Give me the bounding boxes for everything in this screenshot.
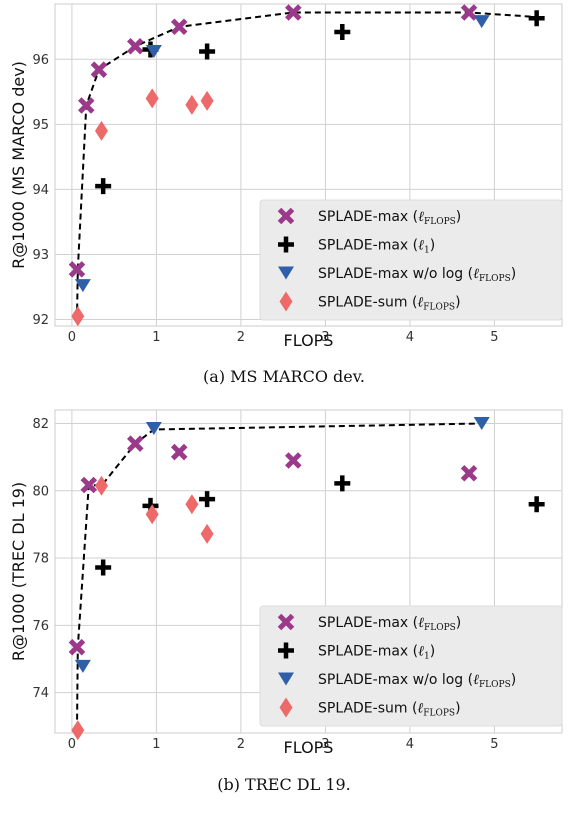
- x-tick-label: 3: [321, 330, 329, 345]
- y-tick-label: 94: [32, 183, 49, 198]
- x-tick-label: 4: [406, 737, 414, 752]
- y-tick-label: 74: [32, 686, 49, 701]
- point-max-nolog: [145, 422, 162, 436]
- point-sum: [94, 120, 108, 141]
- point-max-l1: [528, 496, 545, 513]
- y-axis-label: R@1000 (TREC DL 19): [9, 482, 28, 661]
- y-tick-label: 92: [32, 313, 49, 328]
- x-tick-label: 0: [68, 737, 76, 752]
- legend-marker-max-flops: [277, 207, 295, 225]
- point-max-nolog: [74, 659, 91, 673]
- x-tick-label: 3: [321, 737, 329, 752]
- point-sum: [94, 475, 108, 496]
- legend-label: SPLADE-max w/o log (ℓFLOPS): [318, 672, 516, 690]
- point-max-flops: [170, 18, 188, 36]
- x-tick-label: 4: [406, 330, 414, 345]
- figure-caption: (b) TREC DL 19.: [217, 775, 351, 794]
- legend: SPLADE-max (ℓFLOPS) SPLADE-max (ℓ1) SPLADE…: [259, 605, 563, 727]
- point-max-l1: [199, 43, 216, 60]
- y-tick-label: 95: [32, 118, 49, 133]
- point-max-flops: [68, 261, 86, 278]
- point-max-l1: [528, 10, 545, 27]
- legend-marker-max-l1: [278, 236, 294, 253]
- legend-marker-max-nolog: [278, 266, 294, 280]
- legend-marker-max-l1: [278, 642, 294, 659]
- point-sum: [200, 90, 214, 111]
- point-max-nolog: [74, 279, 91, 293]
- point-sum: [200, 523, 214, 544]
- point-sum: [71, 306, 85, 327]
- x-tick-label: 5: [490, 737, 498, 752]
- point-max-l1: [95, 178, 112, 195]
- point-max-flops: [170, 443, 188, 461]
- y-tick-label: 93: [32, 248, 49, 263]
- point-max-flops: [90, 61, 108, 78]
- y-tick-label: 96: [32, 53, 49, 68]
- y-axis-label: R@1000 (MS MARCO dev): [9, 61, 28, 269]
- x-tick-label: 2: [237, 737, 245, 752]
- legend-label: SPLADE-max (ℓFLOPS): [318, 209, 461, 227]
- point-max-flops: [285, 452, 302, 469]
- point-max-l1: [334, 475, 351, 492]
- x-tick-label: 1: [152, 737, 160, 752]
- point-max-l1: [334, 23, 351, 40]
- legend-marker-max-flops: [277, 613, 295, 631]
- point-max-flops: [460, 4, 478, 21]
- y-tick-label: 76: [32, 619, 49, 634]
- point-max-l1: [199, 491, 216, 508]
- chart-ms-marco: 0 1 2 3 4 5 92 93 94 95 96 FLOPS R@1000 (MS MARCO de…: [9, 3, 563, 386]
- y-tick-label: 78: [32, 552, 49, 567]
- legend-label: SPLADE-sum (ℓFLOPS): [318, 701, 461, 719]
- x-tick-label: 1: [152, 330, 160, 345]
- legend-label: SPLADE-sum (ℓFLOPS): [318, 295, 461, 313]
- point-max-flops: [127, 38, 144, 55]
- legend-label: SPLADE-max (ℓ1): [318, 644, 435, 662]
- point-max-flops: [127, 435, 144, 452]
- point-max-l1: [95, 559, 112, 576]
- y-tick-label: 80: [32, 484, 49, 499]
- point-max-flops: [460, 464, 478, 482]
- x-tick-label: 0: [68, 330, 76, 345]
- point-sum: [145, 504, 159, 525]
- point-sum: [71, 720, 85, 741]
- figure-caption: (a) MS MARCO dev.: [203, 367, 365, 386]
- point-max-flops: [77, 97, 95, 114]
- legend-label: SPLADE-max (ℓ1): [318, 238, 435, 256]
- point-max-flops: [68, 638, 86, 656]
- point-sum: [185, 494, 199, 515]
- x-tick-label: 5: [490, 330, 498, 345]
- legend-marker-sum: [279, 291, 293, 312]
- legend-box: [259, 199, 563, 321]
- point-max-flops: [80, 476, 98, 494]
- chart-trec-dl-19: 0 1 2 3 4 5 74 76 78 80 82 FLOPS R@1000 (TREC DL 19)…: [9, 409, 563, 794]
- legend-marker-sum: [279, 697, 293, 718]
- x-axis-label: FLOPS: [284, 331, 334, 350]
- legend-label: SPLADE-max w/o log (ℓFLOPS): [318, 266, 516, 284]
- y-tick-label: 82: [32, 417, 49, 432]
- point-sum: [145, 88, 159, 109]
- x-axis-label: FLOPS: [284, 738, 334, 757]
- point-sum: [185, 94, 199, 115]
- legend-box: [259, 605, 563, 727]
- point-max-flops: [285, 4, 302, 21]
- legend-marker-max-nolog: [278, 672, 294, 686]
- legend-label: SPLADE-max (ℓFLOPS): [318, 615, 461, 633]
- point-max-nolog: [145, 44, 162, 58]
- point-max-nolog: [473, 15, 490, 29]
- legend: SPLADE-max (ℓFLOPS) SPLADE-max (ℓ1) SPLADE…: [259, 199, 563, 321]
- x-tick-label: 2: [237, 330, 245, 345]
- point-max-nolog: [473, 416, 490, 430]
